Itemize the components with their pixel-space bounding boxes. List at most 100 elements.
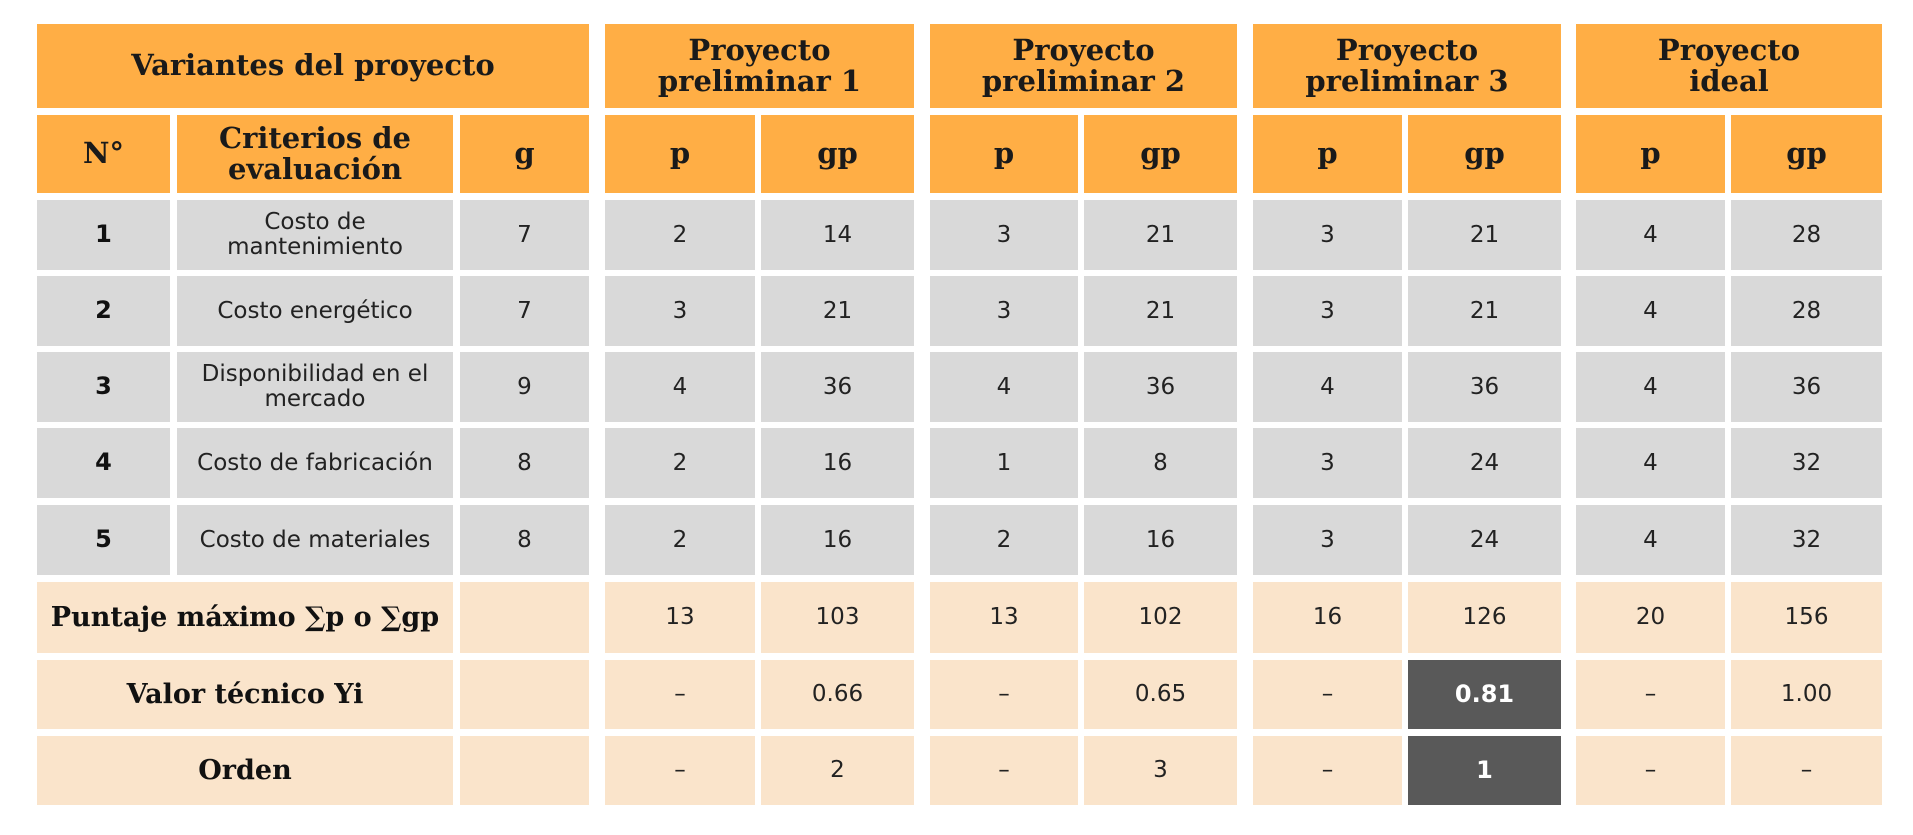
weight-g: 8 [460, 505, 589, 575]
score-gp: 16 [761, 428, 914, 498]
score-p: 4 [605, 352, 755, 422]
row-number: 2 [37, 276, 170, 346]
col-header-p: p [1576, 115, 1725, 193]
rank-row-value: – [605, 736, 755, 805]
weight-g: 8 [460, 428, 589, 498]
col-header-gp: gp [1084, 115, 1237, 193]
technical-value-row-value: – [605, 660, 755, 729]
rank-row-value: – [1731, 736, 1882, 805]
score-p: 3 [1253, 505, 1402, 575]
score-gp: 21 [1408, 200, 1561, 270]
score-gp: 36 [1731, 352, 1882, 422]
technical-value-row-value: 0.66 [761, 660, 914, 729]
score-gp: 36 [1408, 352, 1561, 422]
rank-row-value: 3 [1084, 736, 1237, 805]
col-header-p: p [605, 115, 755, 193]
max-score-row-value: 126 [1408, 582, 1561, 653]
criterion-name: Costo de fabricación [177, 428, 453, 498]
technical-value-row-value: – [930, 660, 1078, 729]
technical-value-row-value: 0.65 [1084, 660, 1237, 729]
score-p: 3 [605, 276, 755, 346]
rank-row-blank [460, 736, 589, 805]
score-p: 4 [1576, 200, 1725, 270]
rank-row-value: – [1253, 736, 1402, 805]
score-p: 4 [1576, 352, 1725, 422]
score-p: 3 [1253, 276, 1402, 346]
score-p: 2 [930, 505, 1078, 575]
score-p: 4 [1576, 505, 1725, 575]
row-number: 4 [37, 428, 170, 498]
project-header-1: Proyecto preliminar 1 [605, 24, 914, 108]
score-gp: 36 [761, 352, 914, 422]
score-gp: 32 [1731, 505, 1882, 575]
score-gp: 21 [1408, 276, 1561, 346]
project-header-2: Proyecto preliminar 2 [930, 24, 1237, 108]
col-header-gp: gp [1408, 115, 1561, 193]
technical-value-row-value: – [1576, 660, 1725, 729]
max-score-row-value: 156 [1731, 582, 1882, 653]
col-header-p: p [930, 115, 1078, 193]
best-result-highlight: 1 [1408, 736, 1561, 805]
row-number: 5 [37, 505, 170, 575]
score-gp: 24 [1408, 505, 1561, 575]
score-gp: 32 [1731, 428, 1882, 498]
score-gp: 28 [1731, 200, 1882, 270]
score-gp: 21 [761, 276, 914, 346]
project-header-3: Proyecto preliminar 3 [1253, 24, 1561, 108]
score-p: 3 [930, 200, 1078, 270]
max-score-row-value: 16 [1253, 582, 1402, 653]
criterion-name: Disponibilidad en el mercado [177, 352, 453, 422]
row-number: 1 [37, 200, 170, 270]
weight-g: 9 [460, 352, 589, 422]
criterion-name: Costo energético [177, 276, 453, 346]
project-header-4: Proyecto ideal [1576, 24, 1882, 108]
criterion-name: Costo de materiales [177, 505, 453, 575]
max-score-row-value: 13 [930, 582, 1078, 653]
score-p: 2 [605, 505, 755, 575]
score-p: 2 [605, 200, 755, 270]
score-p: 2 [605, 428, 755, 498]
row-number: 3 [37, 352, 170, 422]
col-header-g: g [460, 115, 589, 193]
score-gp: 24 [1408, 428, 1561, 498]
max-score-row-value: 103 [761, 582, 914, 653]
weight-g: 7 [460, 200, 589, 270]
technical-value-row-value: 1.00 [1731, 660, 1882, 729]
score-p: 4 [930, 352, 1078, 422]
score-gp: 16 [1084, 505, 1237, 575]
score-p: 1 [930, 428, 1078, 498]
score-p: 3 [1253, 200, 1402, 270]
rank-row-value: – [1576, 736, 1725, 805]
criterion-name: Costo de mantenimiento [177, 200, 453, 270]
score-gp: 36 [1084, 352, 1237, 422]
score-gp: 8 [1084, 428, 1237, 498]
col-header-gp: gp [1731, 115, 1882, 193]
score-gp: 21 [1084, 200, 1237, 270]
best-result-highlight: 0.81 [1408, 660, 1561, 729]
technical-value-row-label: Valor técnico Yi [37, 660, 453, 729]
max-score-row-value: 20 [1576, 582, 1725, 653]
weight-g: 7 [460, 276, 589, 346]
rank-row-value: 2 [761, 736, 914, 805]
col-header-no: N° [37, 115, 170, 193]
score-gp: 16 [761, 505, 914, 575]
max-score-row-value: 102 [1084, 582, 1237, 653]
score-p: 4 [1576, 428, 1725, 498]
score-p: 4 [1576, 276, 1725, 346]
max-score-row-value: 13 [605, 582, 755, 653]
score-gp: 14 [761, 200, 914, 270]
col-header-gp: gp [761, 115, 914, 193]
rank-row-value: – [930, 736, 1078, 805]
technical-value-row-blank [460, 660, 589, 729]
score-gp: 21 [1084, 276, 1237, 346]
col-header-criteria: Criterios de evaluación [177, 115, 453, 193]
score-p: 4 [1253, 352, 1402, 422]
score-p: 3 [930, 276, 1078, 346]
variants-header: Variantes del proyecto [37, 24, 589, 108]
score-p: 3 [1253, 428, 1402, 498]
score-gp: 28 [1731, 276, 1882, 346]
max-score-row-blank [460, 582, 589, 653]
col-header-p: p [1253, 115, 1402, 193]
technical-value-row-value: – [1253, 660, 1402, 729]
rank-row-label: Orden [37, 736, 453, 805]
